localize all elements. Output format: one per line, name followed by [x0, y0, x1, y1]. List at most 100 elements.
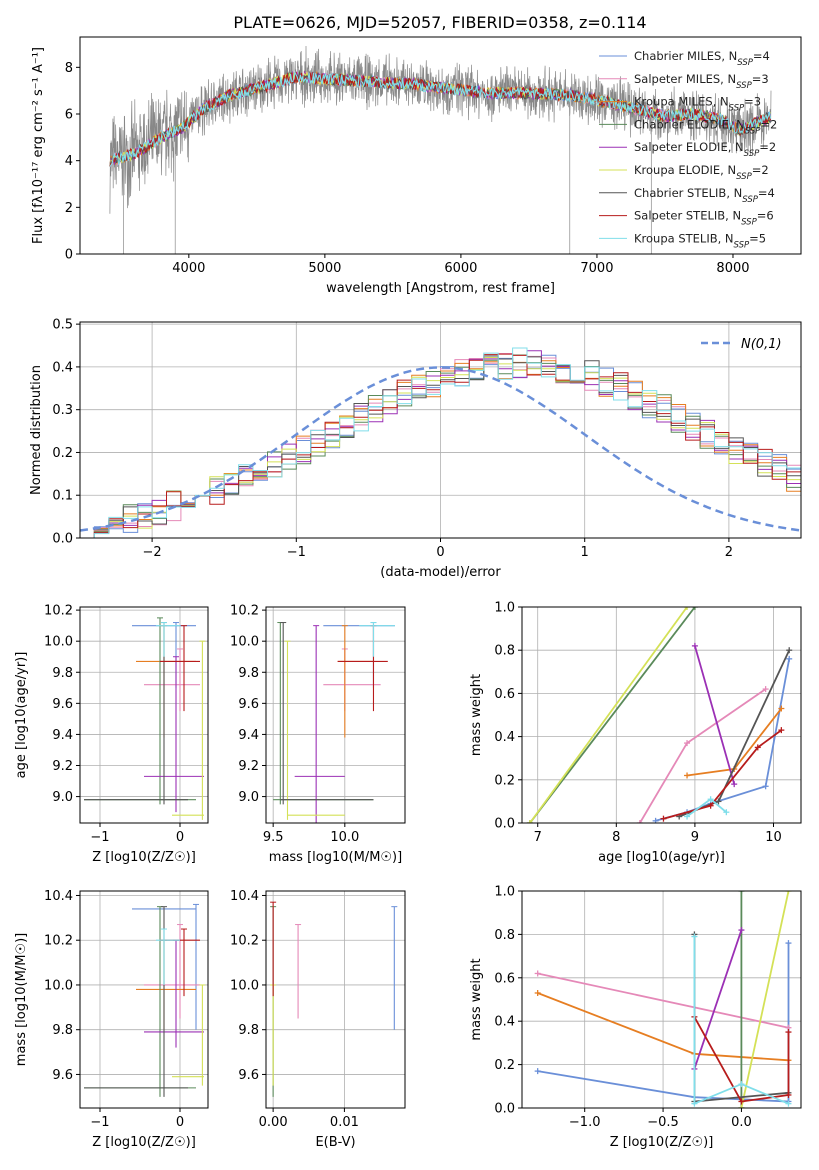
x-tick-label: 0.01 — [330, 1115, 359, 1130]
weight-line-6 — [678, 649, 791, 818]
errorbar-point-5 — [270, 984, 277, 1086]
errorbar-point-8 — [359, 622, 395, 657]
x-tick-label: 4000 — [172, 261, 205, 276]
y-tick-label: 10.2 — [44, 934, 73, 949]
plot-area — [80, 347, 801, 538]
weight-line-5 — [740, 891, 790, 1108]
y-tick-label: 0.6 — [494, 971, 515, 986]
x-axis-label: mass [log10(M/M☉)] — [269, 850, 402, 865]
errorbar-point-3 — [273, 622, 374, 805]
y-tick-label: 9.6 — [52, 697, 73, 712]
axes-mass-vs-EBV: 0.00 0.01 9.6 9.8 10.0 10.2 10.4 E(B-V) — [230, 889, 406, 1150]
x-axis-label: age [log10(age/yr)] — [598, 850, 725, 865]
axes-frame — [79, 606, 209, 824]
normal-curve — [80, 366, 801, 532]
plot-area — [273, 622, 395, 823]
y-tick-label: 10.0 — [44, 635, 73, 650]
x-tick-label: 0.0 — [731, 1115, 752, 1130]
y-tick-label: 0.4 — [494, 1015, 515, 1030]
y-tick-label: 10.0 — [230, 635, 259, 650]
y-tick-label: 0.2 — [494, 773, 515, 788]
axes-age-vs-Z: −1 0 9.0 9.2 9.4 9.6 9.8 10.0 10.2 Z [log10(Z/Z☉)… — [14, 604, 209, 865]
y-tick-label: 9.8 — [52, 666, 73, 681]
x-tick-label: 0 — [176, 830, 184, 845]
plot-area — [84, 617, 206, 820]
x-tick-label: −2 — [143, 545, 162, 560]
axes-frame — [79, 321, 802, 539]
errorbar-point-4 — [144, 656, 204, 813]
legend-entry-2: Kroupa MILES, NSSP=3 — [634, 95, 761, 114]
errorbar-point-7 — [160, 625, 200, 712]
y-tick-label: 9.2 — [52, 759, 73, 774]
errorbar-point-5 — [172, 984, 206, 1086]
y-tick-label: 8 — [65, 61, 73, 76]
y-tick-label: 0.8 — [494, 928, 515, 943]
model-line-8 — [109, 70, 772, 167]
y-tick-label: 6 — [65, 108, 73, 123]
plot-area — [109, 45, 772, 254]
axes-frame — [265, 890, 406, 1109]
weight-line-5 — [529, 607, 688, 823]
legend-entry-0: Chabrier MILES, NSSP=4 — [634, 49, 770, 68]
spectrum-legend: Chabrier MILES, NSSP=4 Salpeter MILES, NS… — [599, 49, 777, 250]
legend-entry-8: Kroupa STELIB, NSSP=5 — [634, 231, 766, 250]
y-axis-label: Flux [fλ10⁻¹⁷ erg cm⁻² s⁻¹ A⁻¹] — [31, 47, 46, 244]
x-axis-label: E(B-V) — [315, 1135, 355, 1150]
x-tick-label: 7 — [534, 830, 542, 845]
weight-line-4 — [694, 645, 736, 785]
errorbar-point-1 — [295, 924, 302, 1019]
y-tick-label: 0.0 — [52, 532, 73, 547]
errorbar-point-4 — [294, 625, 345, 823]
errorbar-point-7 — [270, 901, 277, 997]
y-tick-label: 0.2 — [494, 1058, 515, 1073]
x-tick-label: 0 — [436, 545, 444, 560]
y-tick-label: 10.2 — [44, 604, 73, 619]
x-axis-label: Z [log10(Z/Z☉)] — [92, 850, 196, 865]
weight-line-8 — [693, 936, 789, 1106]
y-tick-label: 2 — [65, 201, 73, 216]
plot-area — [270, 901, 398, 1097]
axes-frame — [265, 606, 406, 824]
x-tick-label: 9 — [691, 830, 699, 845]
weight-line-1 — [639, 688, 767, 823]
x-tick-label: 5000 — [308, 261, 341, 276]
x-tick-label: −1 — [90, 1115, 109, 1130]
y-tick-label: 10.2 — [230, 604, 259, 619]
y-tick-label: 0.4 — [494, 730, 515, 745]
y-tick-label: 10.0 — [230, 978, 259, 993]
legend-entry-4: Salpeter ELODIE, NSSP=2 — [634, 140, 776, 159]
x-tick-label: 10.0 — [330, 830, 359, 845]
y-axis-label: age [log10(age/yr)] — [14, 652, 29, 779]
y-tick-label: 10.2 — [230, 934, 259, 949]
y-tick-label: 9.4 — [238, 728, 259, 743]
legend-entry-6: Chabrier STELIB, NSSP=4 — [634, 186, 775, 205]
x-tick-label: 6000 — [444, 261, 477, 276]
x-tick-label: 2 — [725, 545, 733, 560]
errorbar-point-1 — [144, 648, 200, 712]
errorbar-point-6 — [280, 622, 374, 805]
hist-8 — [80, 347, 801, 538]
y-tick-label: 9.4 — [52, 728, 73, 743]
y-tick-label: 9.6 — [238, 1068, 259, 1083]
errorbar-point-0 — [132, 903, 199, 1030]
y-axis-label: mass [log10(M/M☉)] — [14, 933, 29, 1066]
y-tick-label: 0.8 — [494, 644, 515, 659]
x-axis-label: Z [log10(Z/Z☉)] — [610, 1135, 714, 1150]
axes-massweight-vs-age: 7 8 9 10 0.0 0.2 0.4 0.6 0.8 1.0 age [log10(age/yr… — [469, 601, 802, 865]
x-tick-label: −1.0 — [569, 1115, 601, 1130]
weight-line-4 — [693, 929, 743, 1070]
x-tick-label: 8000 — [716, 261, 749, 276]
x-tick-label: −1 — [287, 545, 306, 560]
axes-spectrum: 4000 5000 6000 7000 8000 0 2 4 6 8 wavelength [Ang… — [31, 36, 802, 296]
errorbar-point-5 — [284, 640, 345, 820]
weight-line-7 — [663, 729, 782, 820]
legend-entry-5: Kroupa ELODIE, NSSP=2 — [634, 163, 769, 182]
y-axis-label: Normed distribution — [29, 365, 44, 495]
errorbar-point-4 — [144, 939, 204, 1048]
errorbar-point-0 — [323, 622, 395, 688]
y-tick-label: 0.0 — [494, 817, 515, 832]
errorbar-point-8 — [156, 928, 180, 985]
y-tick-label: 10.0 — [44, 978, 73, 993]
x-axis-label: wavelength [Angstrom, rest frame] — [326, 281, 555, 296]
